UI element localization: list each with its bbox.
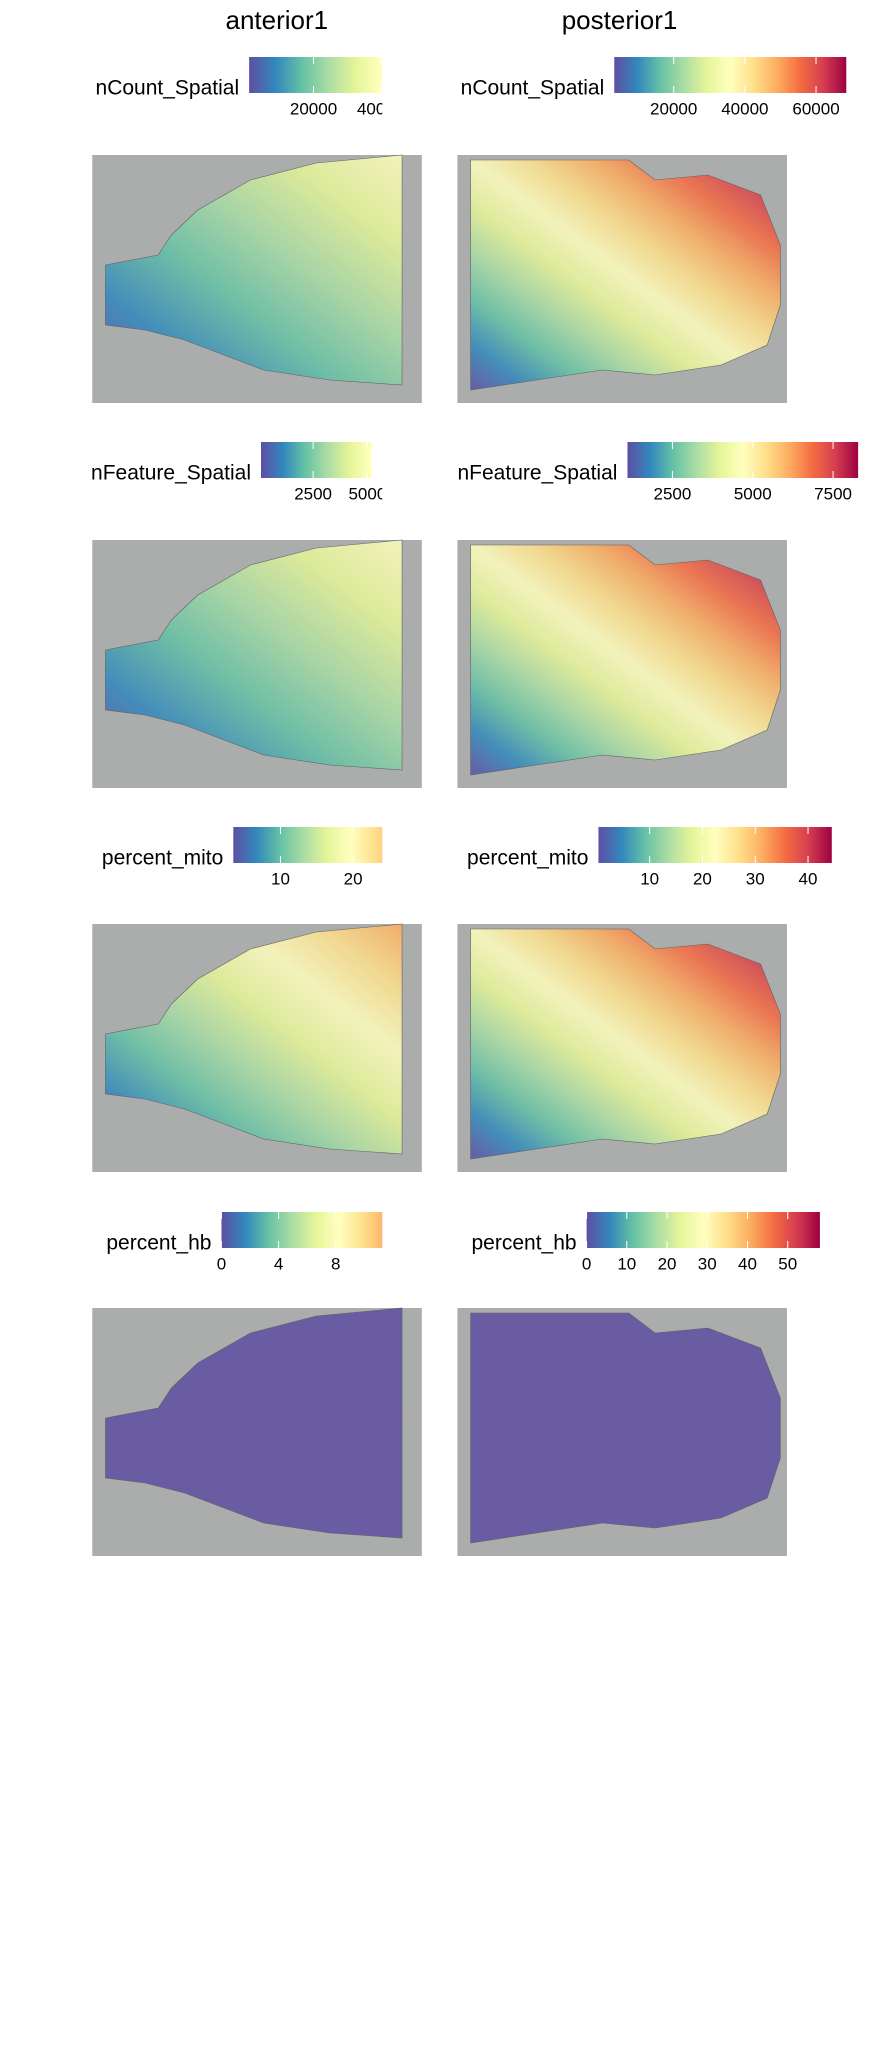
legend-title: percent_hb [471, 1232, 576, 1255]
tick-label: 5000 [734, 484, 772, 503]
legend: nFeature_Spatial 2500 5000 [91, 442, 386, 503]
tick-label: 12 [383, 1254, 402, 1273]
legend: nFeature_Spatial 2500 5000 7500 [458, 442, 859, 503]
tick-label: 0 [217, 1254, 226, 1273]
sample-title: posterior1 [562, 5, 678, 35]
tissue-spots [470, 544, 781, 776]
colorbar [586, 1212, 820, 1248]
colorbar [627, 442, 859, 478]
colorbar [614, 57, 847, 93]
tick-label: 50 [778, 1254, 797, 1273]
legend-title: percent_hb [106, 1232, 211, 1255]
tick-label: 5000 [348, 484, 386, 503]
tick-label: 40000 [357, 99, 404, 118]
sample-title: anterior1 [226, 5, 329, 35]
colorbar [221, 1212, 383, 1248]
tick-label: 7500 [814, 484, 852, 503]
legend-title: percent_mito [102, 847, 223, 870]
legend: nCount_Spatial 20000 40000 [96, 57, 404, 118]
tick-label: 20000 [650, 99, 697, 118]
tick-label: 2500 [294, 484, 332, 503]
tick-label: 20000 [290, 99, 337, 118]
tick-label: 40 [738, 1254, 757, 1273]
tick-label: 30 [698, 1254, 717, 1273]
tissue-spots [470, 928, 781, 1160]
tissue-spots [105, 923, 403, 1155]
tissue-spots [105, 1307, 403, 1539]
tick-label: 30 [746, 869, 765, 888]
tick-label: 8 [331, 1254, 340, 1273]
tissue-spots [470, 159, 781, 391]
tick-label: 10 [640, 869, 659, 888]
legend: percent_mito 10 20 30 40 [467, 827, 832, 888]
tick-label: 2500 [654, 484, 692, 503]
tick-label: 40000 [721, 99, 768, 118]
tissue-spots [470, 1312, 781, 1544]
tick-label: 20 [693, 869, 712, 888]
tick-label: 20 [344, 869, 363, 888]
tissue-spots [105, 154, 403, 386]
legend: percent_hb 0 4 8 12 [106, 1212, 402, 1273]
tick-label: 4 [274, 1254, 283, 1273]
tissue-spots [105, 539, 403, 771]
legend-title: nCount_Spatial [96, 77, 240, 100]
tick-label: 10 [617, 1254, 636, 1273]
colorbar [249, 57, 383, 93]
legend: percent_mito 10 20 [102, 827, 383, 888]
tick-label: 40 [799, 869, 818, 888]
legend: nCount_Spatial 20000 40000 60000 [461, 57, 847, 118]
tick-label: 20 [658, 1254, 677, 1273]
colorbar [598, 827, 832, 863]
tick-label: 0 [582, 1254, 591, 1273]
tick-label: 60000 [792, 99, 839, 118]
legend-title: percent_mito [467, 847, 588, 870]
colorbar [261, 442, 372, 478]
legend: percent_hb 0 10 20 30 40 50 [471, 1212, 820, 1273]
legend-title: nFeature_Spatial [91, 462, 251, 485]
legend-title: nFeature_Spatial [458, 462, 618, 485]
colorbar [233, 827, 383, 863]
tick-label: 10 [271, 869, 290, 888]
legend-title: nCount_Spatial [461, 77, 605, 100]
